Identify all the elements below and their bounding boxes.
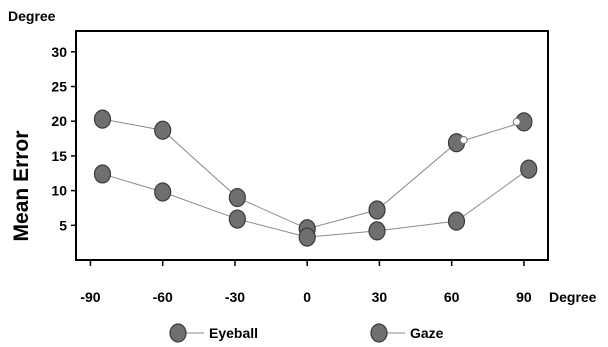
y-tick-label: 30 [51,44,67,60]
x-tick-label: 0 [303,289,311,305]
plot-frame [75,30,549,261]
legend-label-gaze: Gaze [410,325,444,341]
y-axis-label: Mean Error [10,131,33,242]
data-point-gaze [154,182,172,202]
data-point-gaze [520,159,538,179]
annotation-markers [459,117,521,144]
data-point-eyeball [93,109,112,129]
x-tick-label: 60 [444,289,460,305]
data-point-gaze [447,211,466,231]
data-point-gaze [93,164,112,184]
y-tick-label: 15 [51,148,67,164]
data-point-gaze [298,227,316,247]
data-point-gaze [228,209,246,229]
x-tick-label: -90 [80,289,100,305]
y-unit-label: Degree [8,8,56,24]
data-point-gaze [368,221,386,241]
legend-label-eyeball: Eyeball [209,325,258,341]
y-axis: 5 10 15 20 25 30 [51,44,76,233]
annotation-marker [459,135,468,144]
data-point-eyeball [228,187,246,208]
data-point-eyeball [154,120,172,140]
legend-marker-eyeball [169,323,187,343]
y-tick-label: 10 [51,183,67,199]
annotation-marker [512,117,521,126]
x-tick-label: -30 [225,289,245,305]
x-tick-label: 90 [516,289,532,305]
y-tick-label: 20 [51,113,67,129]
x-axis: -90 -60 -30 0 30 60 90 [80,260,532,305]
series-points [93,109,538,247]
legend: Eyeball Gaze [169,323,444,343]
legend-marker-gaze [370,323,388,343]
y-tick-label: 5 [59,217,67,233]
data-point-eyeball [368,200,386,220]
y-tick-label: 25 [51,79,67,95]
x-tick-label: -60 [153,289,173,305]
x-tick-label: 30 [372,289,388,305]
x-unit-label: Degree [549,289,597,305]
